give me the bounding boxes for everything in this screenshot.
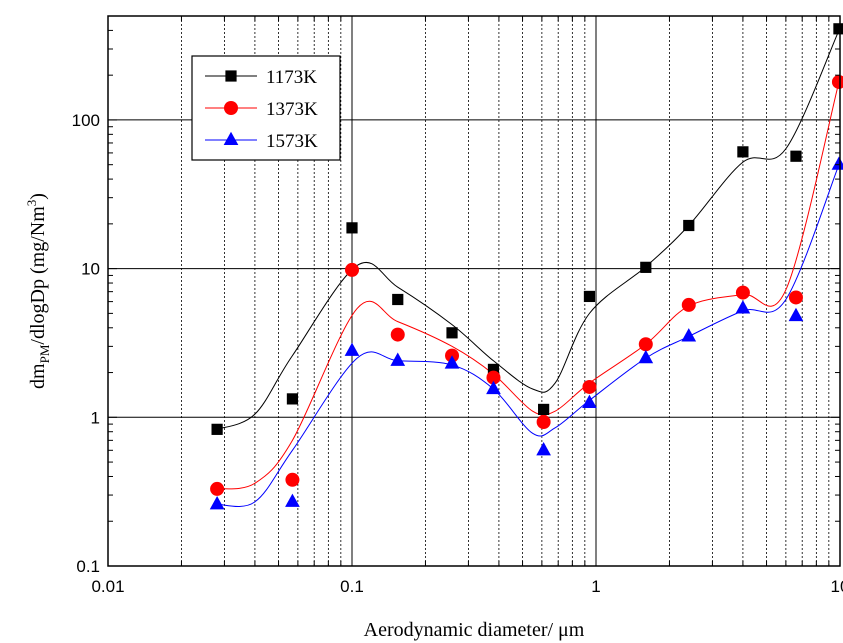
legend-marker-1373K [224, 101, 238, 115]
data-point-1173K [683, 219, 695, 232]
legend-label-1373K: 1373K [266, 99, 318, 120]
data-point-1373K [486, 370, 501, 385]
data-point-1173K [286, 393, 299, 405]
data-point-1173K [790, 150, 802, 162]
y-axis-label-prefix: dm [27, 363, 49, 389]
data-point-1573K [209, 496, 225, 510]
data-point-1173K [346, 222, 358, 234]
data-point-1573K [285, 493, 300, 507]
x-axis-label: Aerodynamic diameter/ μm [364, 619, 585, 641]
legend-label-1173K: 1173K [266, 67, 317, 88]
data-point-1573K [831, 156, 843, 170]
data-markers [209, 23, 843, 510]
legend: 1173K 1373K 1573K [191, 55, 341, 161]
data-point-1573K [681, 328, 697, 342]
data-point-1573K [788, 307, 804, 322]
data-point-1173K [538, 403, 550, 416]
y-tick-label: 100 [72, 111, 100, 130]
data-point-1373K [582, 379, 597, 394]
x-tick-label: 1 [591, 577, 600, 596]
plot-frame [107, 15, 841, 567]
data-point-1373K [210, 481, 225, 496]
y-tick-label: 10 [81, 260, 100, 279]
data-point-1573K [735, 300, 751, 314]
data-point-1573K [536, 442, 551, 456]
x-tick-label: 0.1 [340, 577, 364, 596]
data-point-1173K [392, 293, 404, 306]
data-point-1373K [681, 297, 696, 312]
data-point-1573K [344, 342, 360, 356]
data-point-1173K [833, 23, 843, 35]
data-point-1573K [582, 394, 597, 408]
data-point-1373K [536, 414, 551, 429]
axis-ticks [107, 15, 841, 567]
x-tick-label: 10 [831, 577, 843, 596]
y-tick-label: 0.1 [76, 557, 100, 576]
data-point-1373K [345, 262, 359, 277]
data-point-1173K [737, 146, 749, 158]
y-axis-label-sub: PM [37, 344, 52, 363]
data-point-1573K [638, 349, 654, 364]
data-point-1173K [487, 363, 500, 375]
fit-curve-1573K [217, 164, 840, 507]
data-point-1373K [735, 285, 750, 300]
data-point-1573K [390, 352, 406, 366]
y-tick-label: 1 [91, 408, 100, 427]
legend-label-1573K: 1573K [266, 131, 318, 152]
data-point-1573K [486, 380, 501, 395]
y-axis-label-mid: /dlogDp (mg/Nm [27, 206, 49, 345]
data-point-1373K [788, 290, 803, 305]
data-point-1173K [446, 327, 458, 339]
fit-curve-1373K [217, 81, 840, 490]
fit-curve-1173K [216, 30, 840, 430]
y-axis-label: dmPM/dlogDp (mg/Nm3) [24, 193, 52, 389]
legend-marker-1173K [225, 70, 237, 82]
data-point-1373K [285, 472, 300, 487]
data-point-1173K [583, 290, 596, 303]
data-point-1373K [638, 337, 653, 352]
x-tick-label: 0.01 [91, 577, 124, 596]
y-axis-label-sup: 3 [24, 200, 39, 207]
data-point-1373K [390, 327, 405, 342]
y-axis-label-suffix: ) [27, 193, 49, 200]
data-point-1573K [444, 355, 460, 369]
data-point-1373K [831, 74, 843, 89]
legend-marker-1573K [223, 131, 239, 146]
data-point-1173K [640, 261, 652, 273]
data-point-1173K [211, 423, 223, 435]
